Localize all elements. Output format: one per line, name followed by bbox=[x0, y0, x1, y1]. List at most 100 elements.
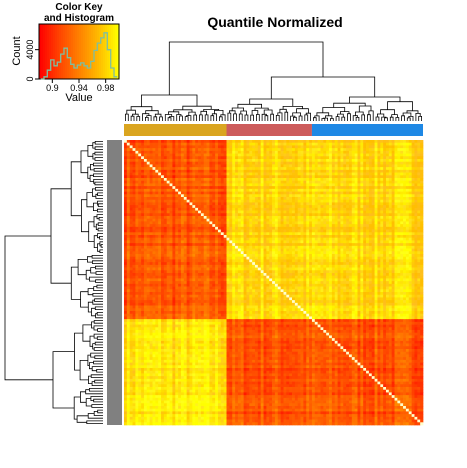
heatmap-cell bbox=[257, 237, 262, 241]
heatmap-cell bbox=[146, 167, 150, 171]
heatmap-cell bbox=[366, 237, 370, 241]
heatmap-cell bbox=[243, 226, 247, 230]
heatmap-cell bbox=[309, 150, 313, 154]
heatmap-cell bbox=[360, 197, 364, 201]
heatmap-cell bbox=[260, 226, 264, 230]
heatmap-cell bbox=[129, 194, 133, 198]
heatmap-cell bbox=[189, 207, 193, 211]
heatmap-cell bbox=[152, 218, 156, 222]
heatmap-cell bbox=[306, 172, 310, 176]
heatmap-cell bbox=[220, 243, 225, 247]
heatmap-cell bbox=[212, 232, 216, 236]
heatmap-cell bbox=[320, 178, 324, 182]
heatmap-cell bbox=[143, 210, 148, 214]
heatmap-cell bbox=[383, 218, 387, 222]
heatmap-cell bbox=[280, 183, 284, 187]
heatmap-cell bbox=[169, 142, 173, 146]
heatmap-cell bbox=[334, 180, 338, 184]
heatmap-cell bbox=[300, 140, 304, 144]
heatmap-cell bbox=[143, 248, 148, 252]
heatmap-cell bbox=[124, 216, 128, 220]
heatmap-cell bbox=[252, 180, 256, 184]
heatmap-cell bbox=[229, 183, 233, 187]
heatmap-cell bbox=[257, 194, 262, 198]
heatmap-cell bbox=[189, 180, 193, 184]
heatmap-cell bbox=[172, 172, 176, 176]
row-dendrogram-branch bbox=[97, 192, 103, 196]
heatmap-cell bbox=[277, 259, 281, 263]
heatmap-cell bbox=[306, 243, 310, 247]
heatmap-cell bbox=[280, 202, 284, 206]
heatmap-cell bbox=[289, 197, 293, 201]
heatmap-cell bbox=[163, 243, 168, 247]
heatmap-cell bbox=[220, 229, 225, 233]
heatmap-cell bbox=[192, 251, 196, 255]
heatmap-cell bbox=[232, 188, 236, 192]
heatmap-cell bbox=[403, 243, 407, 247]
heatmap-cell bbox=[320, 180, 324, 184]
heatmap-cell bbox=[272, 199, 276, 203]
heatmap-cell bbox=[397, 226, 401, 230]
heatmap-cell bbox=[314, 175, 318, 179]
heatmap-cell bbox=[198, 210, 202, 214]
heatmap-cell bbox=[215, 197, 219, 201]
heatmap-cell bbox=[215, 224, 219, 228]
heatmap-cell bbox=[314, 235, 318, 239]
heatmap-cell bbox=[317, 205, 321, 209]
heatmap-cell bbox=[172, 232, 176, 236]
heatmap-cell bbox=[351, 202, 356, 206]
heatmap-cell bbox=[186, 140, 190, 144]
heatmap-cell bbox=[209, 207, 213, 211]
heatmap-cell bbox=[334, 207, 338, 211]
heatmap-cell bbox=[405, 248, 410, 252]
heatmap-cell bbox=[200, 254, 205, 258]
heatmap-cell bbox=[366, 140, 370, 144]
heatmap-cell bbox=[178, 164, 182, 168]
heatmap-cell bbox=[135, 148, 139, 152]
heatmap-cell bbox=[229, 186, 233, 190]
heatmap-cell bbox=[172, 191, 176, 195]
heatmap-cell bbox=[408, 140, 412, 144]
heatmap-cell bbox=[232, 240, 236, 244]
heatmap-cell bbox=[272, 183, 276, 187]
heatmap-cell bbox=[215, 167, 219, 171]
heatmap-cell bbox=[348, 142, 353, 146]
row-dendrogram-branch bbox=[87, 301, 93, 313]
heatmap-cell bbox=[326, 232, 330, 236]
heatmap-cell bbox=[274, 205, 279, 209]
heatmap-cell bbox=[280, 256, 284, 260]
heatmap-cell bbox=[161, 172, 165, 176]
color-key-swatch bbox=[41, 24, 44, 79]
heatmap-cell bbox=[243, 213, 247, 217]
heatmap-cell bbox=[337, 178, 341, 182]
heatmap-cell bbox=[383, 180, 387, 184]
heatmap-cell bbox=[266, 216, 270, 220]
heatmap-cell bbox=[203, 197, 207, 201]
heatmap-cell bbox=[311, 156, 316, 160]
heatmap-cell bbox=[357, 180, 361, 184]
heatmap-cell bbox=[249, 237, 253, 241]
heatmap-cell bbox=[274, 150, 279, 154]
heatmap-cell bbox=[351, 229, 356, 233]
heatmap-cell bbox=[143, 259, 148, 263]
heatmap-cell bbox=[337, 183, 341, 187]
heatmap-cell bbox=[166, 148, 170, 152]
heatmap-cell bbox=[331, 188, 336, 192]
heatmap-cell bbox=[198, 199, 202, 203]
heatmap-cell bbox=[317, 237, 321, 241]
heatmap-cell bbox=[343, 259, 347, 263]
heatmap-cell bbox=[403, 150, 407, 154]
heatmap-cell bbox=[158, 145, 162, 149]
heatmap-cell bbox=[400, 210, 404, 214]
heatmap-cell bbox=[195, 161, 199, 165]
heatmap-cell bbox=[206, 243, 210, 247]
heatmap-cell bbox=[220, 248, 225, 252]
heatmap-cell bbox=[198, 226, 202, 230]
color-key-swatch bbox=[75, 24, 78, 79]
heatmap-cell bbox=[229, 153, 233, 157]
heatmap-cell bbox=[152, 167, 156, 171]
heatmap-cell bbox=[163, 188, 168, 192]
heatmap-cell bbox=[183, 207, 187, 211]
heatmap-cell bbox=[363, 197, 367, 201]
heatmap-cell bbox=[129, 232, 133, 236]
